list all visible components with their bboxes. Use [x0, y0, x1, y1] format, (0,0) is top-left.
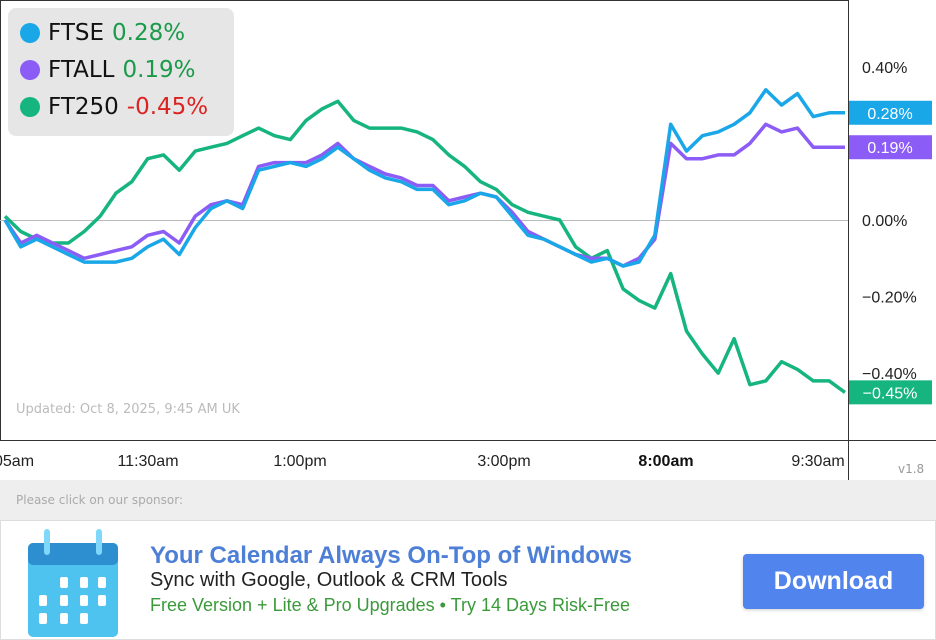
sponsor-prompt: Please click on our sponsor:: [16, 493, 184, 507]
x-tick-label: 8:00am: [638, 453, 693, 470]
x-tick-label: 05am: [0, 453, 34, 470]
updated-timestamp: Updated: Oct 8, 2025, 9:45 AM UK: [16, 402, 240, 417]
ftse-dot-icon: [20, 23, 40, 43]
y-tick-label: 0.40%: [862, 60, 907, 77]
series-line-ftall: [3, 122, 845, 268]
sponsor-ad[interactable]: Your Calendar Always On-Top of Windows S…: [0, 520, 936, 640]
ad-title[interactable]: Your Calendar Always On-Top of Windows: [150, 542, 633, 569]
ft250-dot-icon: [20, 97, 40, 117]
index-chart: 0.40% 0.00% −0.20% −0.40% 05am 11:30am 1:00pm 3…: [0, 0, 936, 480]
ftall-dot-icon: [20, 60, 40, 80]
last-value-label: 0.28%: [867, 106, 912, 123]
legend-name: FT250: [48, 94, 119, 120]
series-line-ftse: [3, 88, 845, 268]
download-button[interactable]: Download: [743, 554, 924, 609]
last-value-badge-ft250: [849, 380, 932, 405]
legend-item-ft250: FT250 -0.45%: [20, 94, 208, 120]
legend-change: -0.45%: [126, 94, 209, 120]
x-tick-label: 9:30am: [791, 453, 844, 470]
legend-item-ftse: FTSE 0.28%: [20, 20, 185, 46]
legend-item-ftall: FTALL 0.19%: [20, 57, 196, 83]
last-value-label: −0.45%: [863, 385, 918, 402]
x-tick-label: 3:00pm: [477, 453, 530, 470]
y-tick-label: −0.40%: [862, 366, 917, 383]
legend-name: FTALL: [48, 57, 115, 83]
x-tick-label: 1:00pm: [273, 453, 326, 470]
version-label: v1.8: [898, 462, 925, 476]
y-tick-label: 0.00%: [862, 213, 907, 230]
series-line-ft250: [3, 99, 847, 394]
legend-name: FTSE: [48, 20, 105, 46]
x-tick-label: 11:30am: [117, 453, 178, 470]
last-value-badge-ftall: [849, 135, 932, 160]
last-value-badge-ftse: [849, 100, 932, 125]
legend-change: 0.19%: [122, 57, 196, 83]
legend: FTSE 0.28% FTALL 0.19% FT250 -0.45%: [8, 8, 234, 136]
sponsor-band: Please click on our sponsor:: [0, 480, 936, 520]
ad-tagline: Free Version + Lite & Pro Upgrades • Try…: [150, 595, 630, 615]
last-value-label: 0.19%: [867, 140, 912, 157]
y-tick-label: −0.20%: [862, 290, 917, 307]
legend-change: 0.28%: [112, 20, 186, 46]
calendar-icon: [28, 529, 118, 637]
ad-subtitle: Sync with Google, Outlook & CRM Tools: [150, 569, 508, 591]
